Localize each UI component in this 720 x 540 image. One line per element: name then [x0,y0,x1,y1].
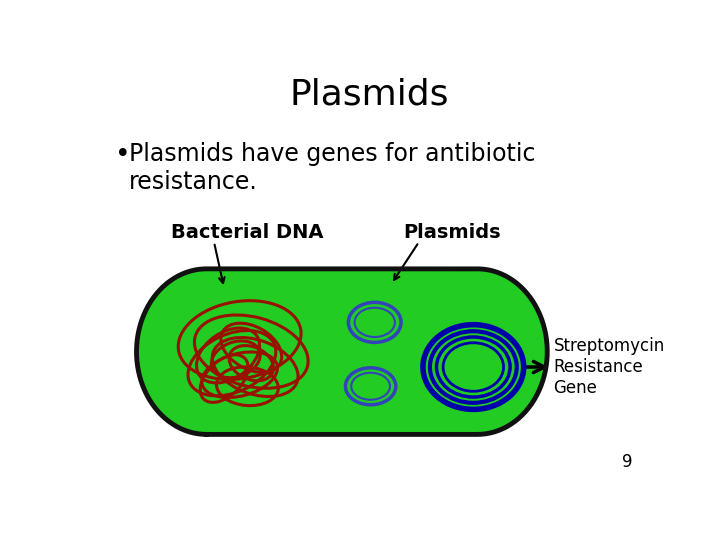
Text: Plasmids: Plasmids [403,223,501,242]
Ellipse shape [423,325,523,409]
Ellipse shape [436,337,510,397]
Text: Plasmids have genes for antibiotic
resistance.: Plasmids have genes for antibiotic resis… [129,142,535,194]
Ellipse shape [348,302,401,342]
Text: •: • [114,142,130,168]
Text: Bacterial DNA: Bacterial DNA [171,223,324,242]
Ellipse shape [346,368,396,405]
Bar [207,269,477,434]
Text: Plasmids: Plasmids [289,77,449,111]
Ellipse shape [430,331,517,403]
Ellipse shape [443,343,503,391]
Ellipse shape [408,269,547,434]
Ellipse shape [351,373,390,400]
Ellipse shape [354,308,395,337]
Text: Streptomycin
Resistance
Gene: Streptomycin Resistance Gene [554,337,665,397]
Ellipse shape [137,269,276,434]
Text: 9: 9 [622,454,632,471]
